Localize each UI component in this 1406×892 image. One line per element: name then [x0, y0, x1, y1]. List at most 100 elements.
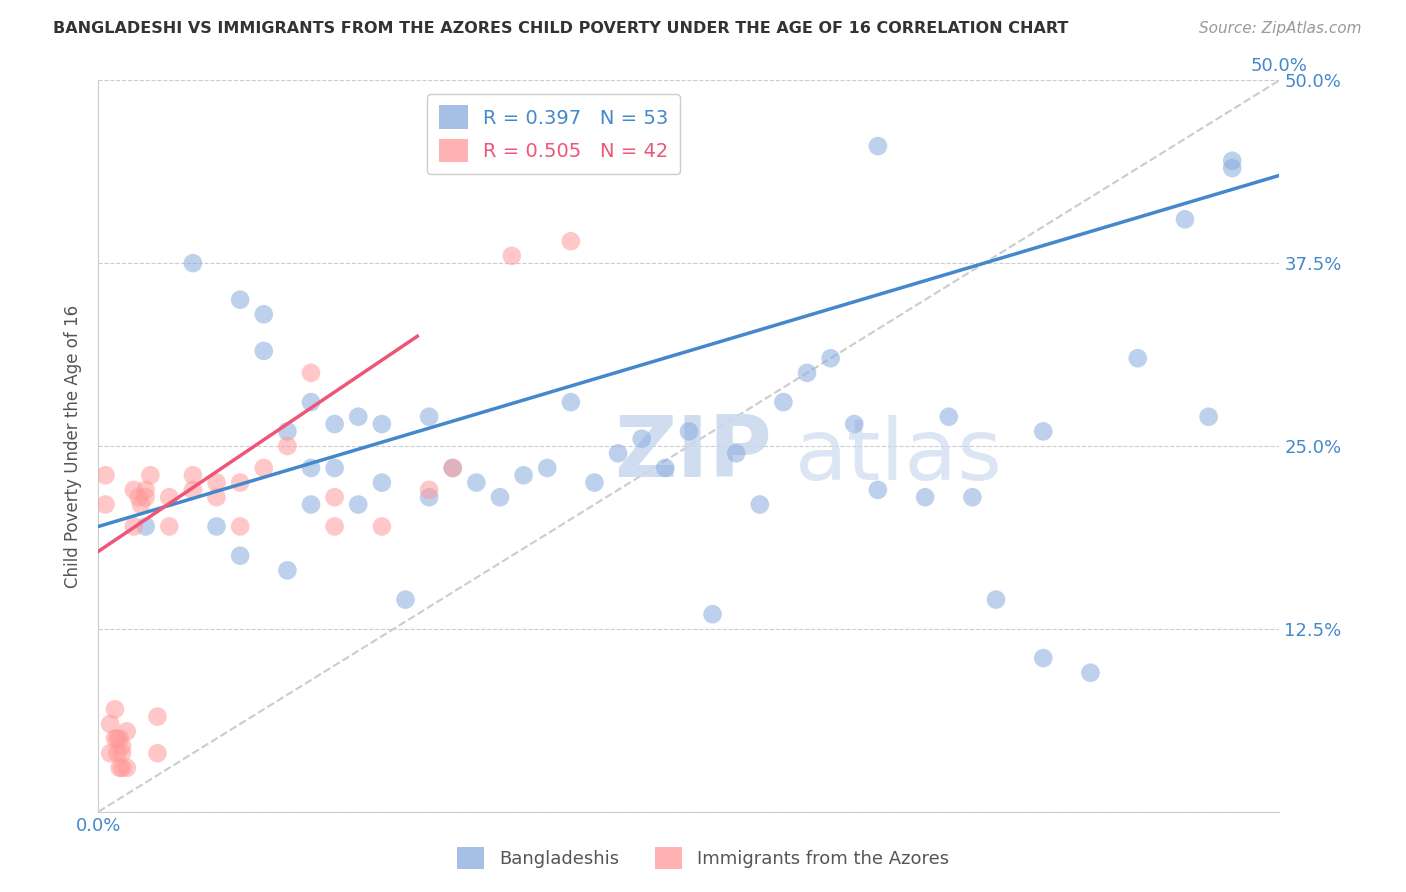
Point — [914, 490, 936, 504]
Point — [583, 475, 606, 490]
Text: Source: ZipAtlas.com: Source: ZipAtlas.com — [1198, 21, 1361, 37]
Point — [1220, 153, 1243, 168]
Point — [181, 256, 204, 270]
Point — [122, 483, 145, 497]
Point — [253, 307, 276, 321]
Point — [347, 409, 370, 424]
Point — [323, 417, 346, 431]
Point — [276, 439, 298, 453]
Point — [205, 519, 228, 533]
Point — [253, 461, 276, 475]
Point — [560, 234, 582, 248]
Point — [441, 461, 464, 475]
Point — [820, 351, 842, 366]
Text: BANGLADESHI VS IMMIGRANTS FROM THE AZORES CHILD POVERTY UNDER THE AGE OF 16 CORR: BANGLADESHI VS IMMIGRANTS FROM THE AZORE… — [53, 21, 1069, 37]
Point — [347, 498, 370, 512]
Point — [128, 490, 150, 504]
Point — [105, 731, 128, 746]
Point — [94, 468, 117, 483]
Point — [276, 425, 298, 439]
Point — [984, 592, 1007, 607]
Point — [938, 409, 960, 424]
Point — [108, 761, 131, 775]
Point — [181, 468, 204, 483]
Point — [299, 461, 322, 475]
Point — [465, 475, 488, 490]
Legend: R = 0.397   N = 53, R = 0.505   N = 42: R = 0.397 N = 53, R = 0.505 N = 42 — [427, 94, 681, 174]
Point — [501, 249, 523, 263]
Point — [1174, 212, 1197, 227]
Point — [205, 475, 228, 490]
Point — [560, 395, 582, 409]
Point — [229, 475, 252, 490]
Point — [135, 519, 157, 533]
Point — [748, 498, 770, 512]
Point — [1080, 665, 1102, 680]
Point — [371, 417, 394, 431]
Point — [105, 746, 128, 760]
Point — [129, 498, 152, 512]
Point — [104, 702, 127, 716]
Point — [181, 483, 204, 497]
Point — [253, 343, 276, 358]
Point — [111, 746, 134, 760]
Point — [323, 461, 346, 475]
Point — [1032, 425, 1054, 439]
Point — [157, 519, 180, 533]
Point — [607, 446, 630, 460]
Point — [229, 549, 252, 563]
Point — [654, 461, 676, 475]
Point — [139, 468, 162, 483]
Point — [94, 498, 117, 512]
Point — [866, 139, 889, 153]
Point — [115, 761, 138, 775]
Point — [962, 490, 984, 504]
Point — [796, 366, 818, 380]
Point — [111, 761, 134, 775]
Point — [844, 417, 866, 431]
Point — [157, 490, 180, 504]
Y-axis label: Child Poverty Under the Age of 16: Child Poverty Under the Age of 16 — [65, 304, 83, 588]
Point — [229, 293, 252, 307]
Point — [299, 366, 322, 380]
Point — [299, 395, 322, 409]
Point — [371, 475, 394, 490]
Point — [678, 425, 700, 439]
Point — [146, 709, 169, 723]
Point — [115, 724, 138, 739]
Point — [512, 468, 534, 483]
Point — [725, 446, 748, 460]
Point — [441, 461, 464, 475]
Point — [229, 519, 252, 533]
Point — [371, 519, 394, 533]
Point — [323, 519, 346, 533]
Text: atlas: atlas — [796, 415, 1004, 498]
Point — [122, 519, 145, 533]
Point — [1220, 161, 1243, 175]
Point — [866, 483, 889, 497]
Point — [135, 490, 157, 504]
Point — [1126, 351, 1149, 366]
Point — [135, 483, 157, 497]
Point — [772, 395, 794, 409]
Point — [104, 731, 127, 746]
Point — [630, 432, 652, 446]
Text: ZIP: ZIP — [614, 412, 772, 495]
Point — [323, 490, 346, 504]
Point — [418, 483, 440, 497]
Point — [489, 490, 512, 504]
Point — [299, 498, 322, 512]
Point — [702, 607, 724, 622]
Point — [205, 490, 228, 504]
Point — [418, 490, 440, 504]
Point — [394, 592, 416, 607]
Point — [111, 739, 134, 753]
Point — [276, 563, 298, 577]
Point — [98, 746, 121, 760]
Point — [1032, 651, 1054, 665]
Legend: Bangladeshis, Immigrants from the Azores: Bangladeshis, Immigrants from the Azores — [450, 839, 956, 876]
Point — [418, 409, 440, 424]
Point — [536, 461, 558, 475]
Point — [108, 731, 131, 746]
Point — [98, 717, 121, 731]
